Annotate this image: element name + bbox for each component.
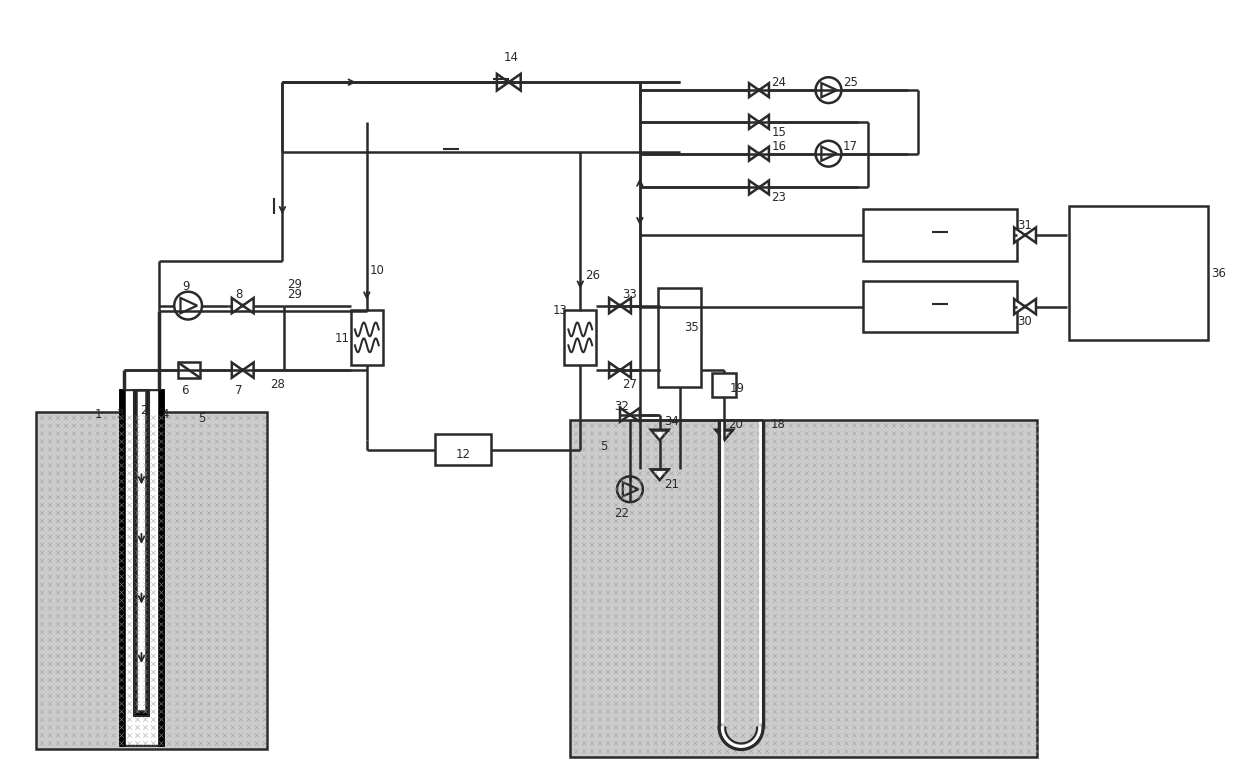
Text: 10: 10: [369, 265, 384, 277]
Polygon shape: [232, 362, 243, 378]
Polygon shape: [243, 298, 254, 314]
Bar: [864, 281, 1017, 332]
Text: 28: 28: [270, 378, 285, 391]
Polygon shape: [760, 83, 769, 97]
Text: 13: 13: [553, 304, 567, 317]
Text: 29: 29: [287, 278, 302, 291]
Polygon shape: [629, 408, 639, 422]
Bar: [120, 390, 124, 746]
Text: 29: 29: [287, 288, 302, 301]
Text: 7: 7: [235, 384, 243, 397]
Text: 4: 4: [161, 408, 169, 421]
Bar: [712, 373, 736, 397]
Text: 6: 6: [181, 384, 188, 397]
Polygon shape: [243, 362, 254, 378]
Polygon shape: [610, 362, 620, 378]
Bar: [658, 288, 701, 387]
Text: 14: 14: [504, 51, 519, 64]
Circle shape: [1023, 305, 1027, 309]
Bar: [134, 390, 150, 715]
Polygon shape: [750, 83, 760, 97]
Polygon shape: [1015, 227, 1025, 243]
Text: 26: 26: [585, 269, 600, 282]
Text: 33: 33: [622, 288, 637, 301]
Polygon shape: [620, 362, 631, 378]
Text: 1: 1: [94, 408, 102, 421]
Text: 34: 34: [664, 415, 679, 428]
Text: 3: 3: [116, 408, 124, 421]
Circle shape: [240, 303, 245, 307]
Text: 19: 19: [730, 382, 745, 395]
Text: 22: 22: [615, 508, 629, 520]
Circle shape: [1023, 233, 1027, 237]
Polygon shape: [610, 298, 620, 314]
Polygon shape: [620, 408, 629, 422]
Text: 25: 25: [843, 76, 857, 89]
Bar: [565, 310, 596, 365]
Text: 36: 36: [1211, 267, 1225, 280]
Bar: [351, 310, 383, 365]
Text: 20: 20: [729, 417, 743, 431]
Bar: [120, 390, 164, 746]
Bar: [1069, 206, 1208, 341]
Polygon shape: [232, 298, 243, 314]
Circle shape: [757, 151, 761, 156]
Bar: [864, 210, 1017, 261]
Polygon shape: [650, 469, 669, 480]
Polygon shape: [1025, 299, 1036, 314]
Text: 18: 18: [771, 417, 786, 431]
Circle shape: [628, 413, 632, 417]
Bar: [178, 362, 199, 378]
Bar: [124, 390, 160, 746]
Text: 2: 2: [140, 404, 147, 417]
Bar: [136, 390, 146, 711]
Circle shape: [240, 368, 245, 372]
Circle shape: [618, 303, 622, 307]
Bar: [435, 434, 491, 466]
Text: 30: 30: [1017, 314, 1032, 327]
Polygon shape: [750, 115, 760, 129]
Polygon shape: [1025, 227, 1036, 243]
Polygon shape: [620, 298, 631, 314]
Text: 32: 32: [615, 400, 629, 413]
Polygon shape: [760, 115, 769, 129]
Text: 8: 8: [235, 288, 243, 301]
Text: 21: 21: [664, 478, 679, 491]
Polygon shape: [715, 430, 733, 441]
Polygon shape: [750, 147, 760, 161]
Text: 17: 17: [843, 140, 857, 153]
Circle shape: [757, 88, 761, 92]
Polygon shape: [750, 181, 760, 195]
Polygon shape: [497, 74, 509, 91]
Circle shape: [757, 120, 761, 124]
Circle shape: [507, 80, 510, 84]
Text: 5: 5: [198, 412, 206, 424]
Polygon shape: [650, 430, 669, 441]
Text: 12: 12: [456, 448, 471, 461]
Circle shape: [618, 368, 622, 372]
Text: 5: 5: [600, 440, 607, 452]
Bar: [36, 412, 266, 750]
Polygon shape: [760, 147, 769, 161]
Polygon shape: [760, 181, 769, 195]
Text: 24: 24: [772, 76, 787, 89]
Text: 15: 15: [772, 126, 787, 139]
Text: 9: 9: [182, 280, 190, 293]
Text: 27: 27: [622, 378, 637, 391]
Bar: [570, 420, 1037, 757]
Polygon shape: [1015, 299, 1025, 314]
Text: 16: 16: [772, 140, 787, 153]
Polygon shape: [509, 74, 520, 91]
Text: 11: 11: [335, 332, 349, 345]
Bar: [160, 390, 164, 746]
Text: 35: 35: [684, 321, 699, 334]
Circle shape: [757, 185, 761, 189]
Text: 23: 23: [772, 192, 787, 204]
Text: 31: 31: [1017, 219, 1032, 232]
